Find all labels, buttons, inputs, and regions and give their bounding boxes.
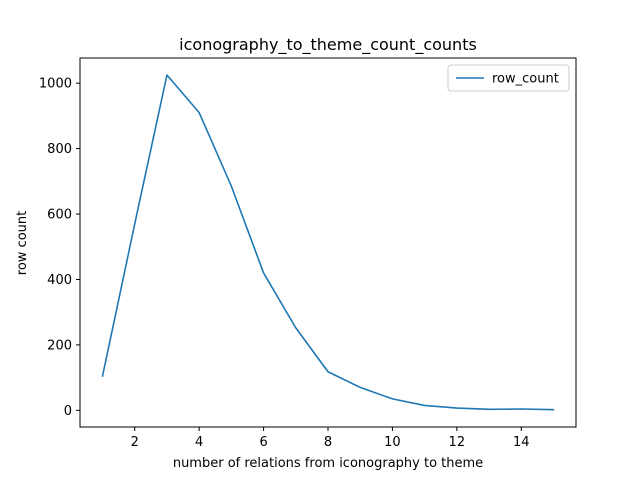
- x-tick-label: 6: [259, 435, 267, 450]
- y-tick-label: 800: [47, 142, 72, 157]
- x-tick-label: 14: [513, 435, 530, 450]
- y-tick-label: 200: [47, 338, 72, 353]
- x-tick-label: 10: [384, 435, 401, 450]
- series-line-0: [101, 74, 555, 411]
- legend: row_count: [447, 64, 570, 92]
- y-tick-label: 600: [47, 208, 72, 223]
- y-tick-label: 400: [47, 273, 72, 288]
- plot-area: 2 4 6 8 10 12 14 0 200 400 600 800 1000: [39, 57, 577, 450]
- chart-title: iconography_to_theme_count_counts: [179, 35, 477, 55]
- y-axis-label: row count: [15, 211, 30, 275]
- y-tick-label: 1000: [39, 77, 72, 92]
- x-tick-label: 8: [324, 435, 332, 450]
- x-tick-label: 2: [131, 435, 139, 450]
- y-tick-label: 0: [64, 404, 72, 419]
- legend-box: [447, 64, 570, 92]
- legend-label: row_count: [492, 72, 559, 87]
- x-axis-label: number of relations from iconography to …: [173, 456, 483, 471]
- x-tick-label: 4: [195, 435, 203, 450]
- x-tick-label: 12: [449, 435, 466, 450]
